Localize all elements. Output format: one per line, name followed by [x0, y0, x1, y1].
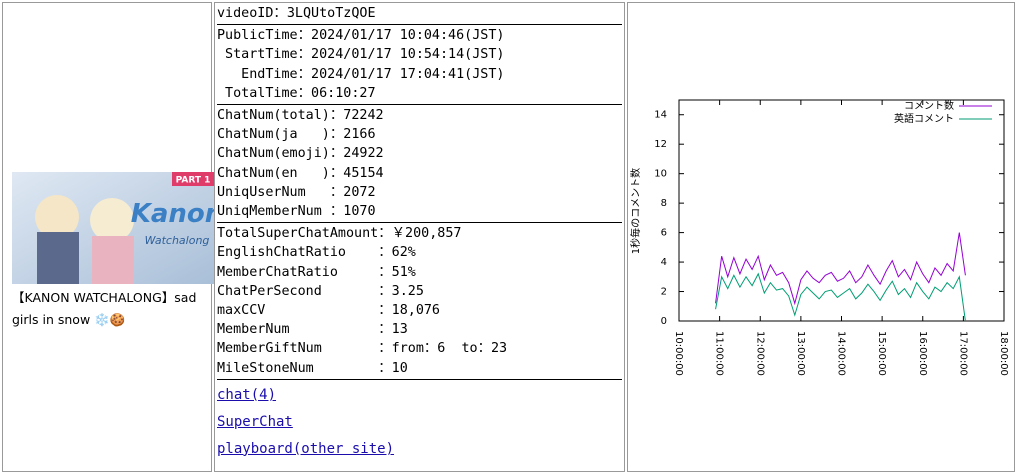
y-tick-label: 4 — [661, 257, 667, 268]
info-group: PublicTime：2024/01/17 10:04:46(JST) Star… — [217, 25, 622, 106]
x-tick-label: 17:00:00 — [957, 331, 968, 376]
badge: PART 1 — [176, 176, 211, 186]
link[interactable]: playboard(other site) — [217, 440, 395, 457]
info-line: ChatPerSecond ：3.25 — [217, 283, 424, 299]
x-tick-label: 12:00:00 — [754, 331, 765, 376]
y-tick-label: 10 — [654, 169, 667, 180]
video-title: 【KANON WATCHALONG】sad girls in snow ❄️🍪 — [12, 290, 197, 327]
info-line: ChatNum(emoji)：24922 — [217, 146, 384, 162]
chart-cell — [627, 2, 1015, 472]
series-line — [715, 272, 966, 322]
thumbnail: PART 1 Kanon Watchalong — [12, 172, 214, 284]
info: videoID：3LQUtoTzQOE PublicTime：2024/01/17… — [215, 3, 624, 380]
info-line: MileStoneNum ：10 — [217, 360, 408, 376]
info-line: videoID：3LQUtoTzQOE — [217, 6, 376, 21]
logo-sub: Watchalong — [145, 234, 210, 247]
link[interactable]: chat(4) — [217, 386, 277, 403]
chart: 1秒毎のコメント数 0 2 4 6 8 10 12 14 10:00:00 11:00:00 12:… — [629, 99, 1009, 376]
info-line: EndTime：2024/01/17 17:04:41(JST) — [217, 66, 505, 82]
series-line — [715, 232, 966, 306]
info-line: UniqMemberNum ：1070 — [217, 204, 376, 220]
info-line: EnglishChatRatio ：62% — [217, 245, 416, 261]
x-tick-label: 10:00:00 — [673, 331, 684, 376]
x-tick-label: 16:00:00 — [917, 331, 928, 376]
info-line: MemberGiftNum ：from：6 to：23 — [217, 341, 508, 357]
logo: Kanon — [131, 199, 214, 229]
y-tick-label: 6 — [661, 228, 667, 239]
x-tick-label: 15:00:00 — [876, 331, 887, 376]
y-tick-label: 8 — [661, 198, 667, 209]
info-line: maxCCV ：18,076 — [217, 303, 440, 319]
legend-label: 英語コメント — [894, 112, 954, 125]
info-line: MemberChatRatio ：51% — [217, 264, 416, 280]
info-line: StartTime：2024/01/17 10:54:14(JST) — [217, 47, 505, 63]
x-tick-label: 18:00:00 — [998, 331, 1009, 376]
x-tick-label: 13:00:00 — [795, 331, 806, 376]
links: chat(4) SuperChat playboard(other site) — [215, 382, 624, 463]
x-tick-label: 14:00:00 — [836, 331, 847, 376]
info-line: ChatNum(ja )：2166 — [217, 127, 376, 143]
info-group: ChatNum(total)：72242 ChatNum(ja )：2166 Cha… — [217, 105, 622, 224]
y-tick-label: 2 — [661, 287, 667, 298]
y-axis-label: 1秒毎のコメント数 — [629, 168, 642, 254]
info-line: ChatNum(en )：45154 — [217, 165, 384, 181]
info-line: MemberNum ：13 — [217, 322, 408, 338]
y-tick-label: 12 — [654, 139, 667, 150]
info-line: ChatNum(total)：72242 — [217, 108, 384, 124]
x-tick-label: 11:00:00 — [714, 331, 725, 376]
info-line: UniqUserNum ：2072 — [217, 184, 376, 200]
info-line: PublicTime：2024/01/17 10:04:46(JST) — [217, 28, 505, 44]
link[interactable]: SuperChat — [217, 413, 293, 430]
info-line: TotalTime：06:10:27 — [217, 85, 376, 101]
y-tick-label: 0 — [661, 316, 667, 327]
legend-label: コメント数 — [904, 99, 954, 112]
info-line: TotalSuperChatAmount：￥200,857 — [217, 226, 462, 242]
info-group: TotalSuperChatAmount：￥200,857 EnglishChat… — [217, 223, 622, 380]
y-tick-label: 14 — [654, 110, 667, 121]
info-cell: videoID：3LQUtoTzQOE PublicTime：2024/01/17… — [214, 2, 625, 472]
info-group: videoID：3LQUtoTzQOE — [217, 3, 622, 26]
